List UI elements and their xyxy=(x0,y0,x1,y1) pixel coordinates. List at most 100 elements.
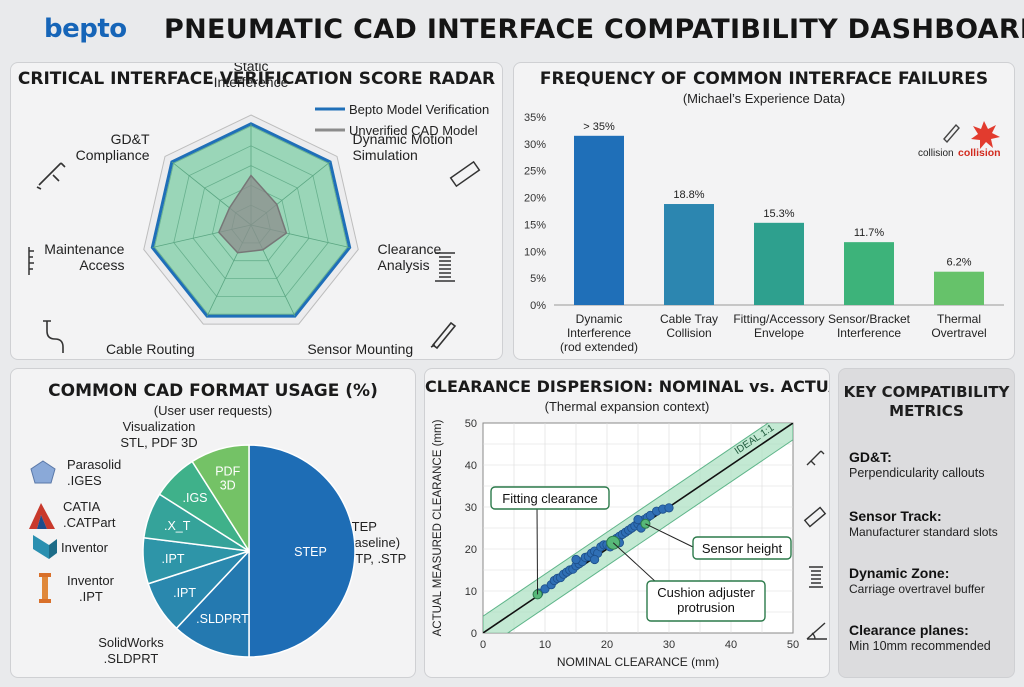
ruler-icon xyxy=(449,160,481,188)
catia-label-2: .CATPart xyxy=(63,515,116,530)
visualization-label-2: STL, PDF 3D xyxy=(120,435,197,450)
bar-ytick-label: 35% xyxy=(524,112,546,124)
legend-bepto-label: Bepto Model Verification xyxy=(349,102,489,117)
bar-category-label: Fitting/Accessory xyxy=(733,312,824,326)
scatter-ytick-label: 30 xyxy=(465,502,477,514)
radar-plot xyxy=(143,114,359,325)
visualization-label-1: Visualization xyxy=(123,419,196,434)
parasolid-icon xyxy=(30,460,56,484)
cushion-annotation-text: protrusion xyxy=(677,600,735,615)
bar-ytick-label: 25% xyxy=(524,166,546,178)
bar-ytick-label: 10% xyxy=(524,246,546,258)
scatter-title: CLEARANCE DISPERSION: NOMINAL vs. ACTUAL xyxy=(425,377,830,396)
pie-subtitle: (User user requests) xyxy=(153,403,273,418)
scatter-ytick-label: 20 xyxy=(465,544,477,556)
radar-axis-label: Static xyxy=(233,63,268,74)
pie-slice xyxy=(175,549,250,658)
cushion-annotation-box xyxy=(646,580,766,622)
inventor2-label-1: Inventor xyxy=(67,573,115,588)
clearance-angle-icon xyxy=(806,622,827,640)
pie-slice-label: .IPT xyxy=(162,552,185,566)
bar-rect xyxy=(574,135,624,305)
radar-grid-ring xyxy=(211,184,291,262)
bar-chart: collision collision 0% 5% 10% 15% 20% 25% 30% 3… xyxy=(524,112,1004,354)
pie-slice-label: .IGS xyxy=(183,491,208,505)
radar-axis-label: paths xyxy=(160,357,194,360)
pie-slice-label: 3D xyxy=(220,479,236,493)
bar-category-label: Sensor/Bracket xyxy=(828,312,911,326)
scatter-xtick-label: 10 xyxy=(539,639,551,651)
cushion-leader-line xyxy=(612,542,658,584)
catia-label-1: CATIA xyxy=(63,499,101,514)
parasolid-label-1: Parasolid xyxy=(67,457,121,472)
radar-axis-label: track xyxy=(307,357,338,360)
fitting-leader-line xyxy=(536,506,539,595)
inventor2-label-2: .IPT xyxy=(79,589,103,604)
bar-category-label: Interference xyxy=(837,326,901,340)
radar-axis-label: Cable Routing xyxy=(106,341,195,357)
metric-dynamic-head: Dynamic Zone: xyxy=(849,565,950,581)
bar-ytick-label: 20% xyxy=(524,193,546,205)
scatter-ytick-label: 0 xyxy=(471,628,477,640)
scatter-point xyxy=(664,503,674,513)
radar-chart: Bepto Model Verification Unverified CAD … xyxy=(28,63,489,360)
radar-grid-ring xyxy=(173,145,329,297)
radar-panel: CRITICAL INTERFACE VERIFICATION SCORE RA… xyxy=(10,62,503,360)
bepto-logo: bepto xyxy=(44,14,127,44)
cable-icon xyxy=(43,320,64,353)
step-label-3: .STP, .STP xyxy=(343,551,406,566)
metric-dynamic-value: Carriage overtravel buffer xyxy=(849,582,985,596)
bar-category-label: Interference xyxy=(567,326,631,340)
radar-series-unverified xyxy=(217,174,288,254)
scatter-point xyxy=(633,515,643,525)
radar-grid-ring xyxy=(192,165,310,279)
metrics-title-1: KEY COMPATIBILITY xyxy=(843,383,1010,401)
bar-data-label: 18.8% xyxy=(673,189,704,201)
pie-title: COMMON CAD FORMAT USAGE (%) xyxy=(48,381,378,401)
bar-category-label: Dynamic xyxy=(576,312,623,326)
radar-grid-ring xyxy=(154,125,348,315)
bar-data-label: 11.7% xyxy=(854,227,885,239)
fitting-annotation-text: Fitting clearance xyxy=(502,491,597,506)
metrics-title-2: METRICS xyxy=(889,402,964,420)
radar-axis-label: Compliance xyxy=(76,147,150,163)
scatter-point xyxy=(645,510,655,520)
inventor-label-1: Inventor xyxy=(61,540,109,555)
metric-gdt-value: Perpendicularity callouts xyxy=(849,466,985,480)
sensor-probe-icon xyxy=(430,321,457,350)
radar-axis-label: Maintenance xyxy=(44,241,124,257)
scatter-ytick-label: 10 xyxy=(465,586,477,598)
metrics-panel: KEY COMPATIBILITY METRICS GD&T: Perpendi… xyxy=(838,368,1015,678)
sensor-leader-line xyxy=(645,523,694,548)
legend-collision-label: collision xyxy=(918,148,954,159)
radar-axis-label: Dynamic Motion xyxy=(352,131,452,147)
bar-ytick-label: 30% xyxy=(524,139,546,151)
bar-rect xyxy=(844,242,894,305)
bar-data-label: > 35% xyxy=(583,121,615,133)
scatter-xtick-label: 20 xyxy=(601,639,613,651)
cushion-annotation-text: Cushion adjuster xyxy=(657,585,755,600)
scatter-point xyxy=(590,554,600,565)
metric-gdt-head: GD&T: xyxy=(849,449,892,465)
radar-axis-label: Simulation xyxy=(352,147,417,163)
radar-axis-label: Analysis xyxy=(378,257,430,273)
radar-axis-label: GD&T xyxy=(111,131,150,147)
catia-icon xyxy=(29,503,55,529)
caliper-icon xyxy=(36,162,66,190)
pie-slice-label: .SLDPRT xyxy=(196,612,249,626)
pie-slice xyxy=(191,444,250,554)
bar-category-label: Cable Tray xyxy=(660,312,718,326)
pie-slice-label: .X_T xyxy=(164,519,191,533)
scatter-plot: IDEAL 1:1 xyxy=(482,422,794,634)
metric-sensor-value: Manufacturer standard slots xyxy=(849,525,998,539)
scatter-ylabel: ACTUAL MEASURED CLEARANCE (mm) xyxy=(432,419,444,636)
scatter-xlabel: NOMINAL CLEARANCE (mm) xyxy=(557,655,719,669)
scatter-panel: CLEARANCE DISPERSION: NOMINAL vs. ACTUAL… xyxy=(424,368,830,678)
bar-category-label: Envelope xyxy=(754,326,804,340)
legend-collision-highlight: collision xyxy=(958,147,1001,159)
scatter-ytick-label: 50 xyxy=(465,418,477,430)
scatter-xtick-label: 50 xyxy=(787,639,799,651)
solidworks-label-1: SolidWorks xyxy=(98,635,164,650)
pie-chart: Visualization STL, PDF 3D Parasolid .IGE… xyxy=(29,419,406,666)
bar-rect xyxy=(754,222,804,305)
